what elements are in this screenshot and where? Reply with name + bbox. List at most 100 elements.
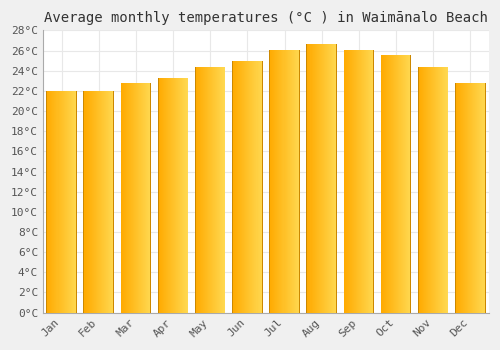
- Bar: [395, 55, 396, 313]
- Bar: [274, 50, 276, 313]
- Bar: [314, 43, 316, 313]
- Bar: [381, 55, 382, 313]
- Bar: [326, 43, 328, 313]
- Bar: [98, 91, 100, 313]
- Bar: [196, 67, 197, 313]
- Bar: [384, 55, 385, 313]
- Bar: [410, 55, 411, 313]
- Bar: [145, 83, 146, 313]
- Bar: [158, 78, 159, 313]
- Bar: [175, 78, 176, 313]
- Bar: [390, 55, 391, 313]
- Bar: [335, 43, 336, 313]
- Bar: [388, 55, 389, 313]
- Bar: [306, 43, 307, 313]
- Bar: [133, 83, 134, 313]
- Bar: [102, 91, 103, 313]
- Bar: [366, 50, 367, 313]
- Bar: [86, 91, 88, 313]
- Bar: [135, 83, 136, 313]
- Bar: [103, 91, 104, 313]
- Bar: [183, 78, 184, 313]
- Bar: [428, 67, 429, 313]
- Bar: [109, 91, 110, 313]
- Bar: [444, 67, 446, 313]
- Bar: [421, 67, 422, 313]
- Bar: [236, 61, 237, 313]
- Bar: [282, 50, 284, 313]
- Bar: [212, 67, 213, 313]
- Bar: [308, 43, 310, 313]
- Bar: [403, 55, 404, 313]
- Bar: [138, 83, 139, 313]
- Bar: [205, 67, 206, 313]
- Bar: [206, 67, 207, 313]
- Bar: [288, 50, 290, 313]
- Bar: [256, 61, 258, 313]
- Bar: [457, 83, 458, 313]
- Bar: [129, 83, 130, 313]
- Bar: [149, 83, 150, 313]
- Bar: [371, 50, 372, 313]
- Bar: [391, 55, 392, 313]
- Bar: [146, 83, 147, 313]
- Bar: [410, 55, 411, 313]
- Bar: [361, 50, 362, 313]
- Bar: [382, 55, 383, 313]
- Bar: [62, 91, 64, 313]
- Bar: [134, 83, 135, 313]
- Bar: [137, 83, 138, 313]
- Bar: [75, 91, 76, 313]
- Bar: [178, 78, 179, 313]
- Bar: [166, 78, 167, 313]
- Bar: [318, 43, 320, 313]
- Bar: [168, 78, 169, 313]
- Bar: [177, 78, 178, 313]
- Bar: [476, 83, 478, 313]
- Bar: [207, 67, 208, 313]
- Bar: [359, 50, 360, 313]
- Bar: [58, 91, 59, 313]
- Bar: [320, 43, 322, 313]
- Bar: [439, 67, 440, 313]
- Bar: [139, 83, 140, 313]
- Bar: [286, 50, 288, 313]
- Bar: [164, 78, 165, 313]
- Bar: [140, 83, 141, 313]
- Bar: [393, 55, 394, 313]
- Bar: [210, 67, 211, 313]
- Bar: [48, 91, 50, 313]
- Bar: [199, 67, 200, 313]
- Bar: [195, 67, 196, 313]
- Bar: [76, 91, 77, 313]
- Bar: [284, 50, 286, 313]
- Bar: [84, 91, 86, 313]
- Bar: [348, 50, 350, 313]
- Bar: [180, 78, 181, 313]
- Bar: [203, 67, 204, 313]
- Bar: [329, 43, 330, 313]
- Bar: [240, 61, 242, 313]
- Bar: [332, 43, 333, 313]
- Bar: [167, 78, 168, 313]
- Bar: [356, 50, 357, 313]
- Bar: [292, 50, 294, 313]
- Bar: [182, 78, 183, 313]
- Bar: [330, 43, 331, 313]
- Bar: [430, 67, 431, 313]
- Bar: [336, 43, 337, 313]
- Bar: [150, 83, 151, 313]
- Bar: [60, 91, 62, 313]
- Bar: [324, 43, 326, 313]
- Bar: [148, 83, 149, 313]
- Bar: [296, 50, 298, 313]
- Bar: [105, 91, 106, 313]
- Bar: [209, 67, 210, 313]
- Bar: [455, 83, 456, 313]
- Bar: [460, 83, 461, 313]
- Bar: [298, 50, 300, 313]
- Bar: [466, 83, 468, 313]
- Bar: [70, 91, 72, 313]
- Bar: [322, 43, 324, 313]
- Bar: [458, 83, 459, 313]
